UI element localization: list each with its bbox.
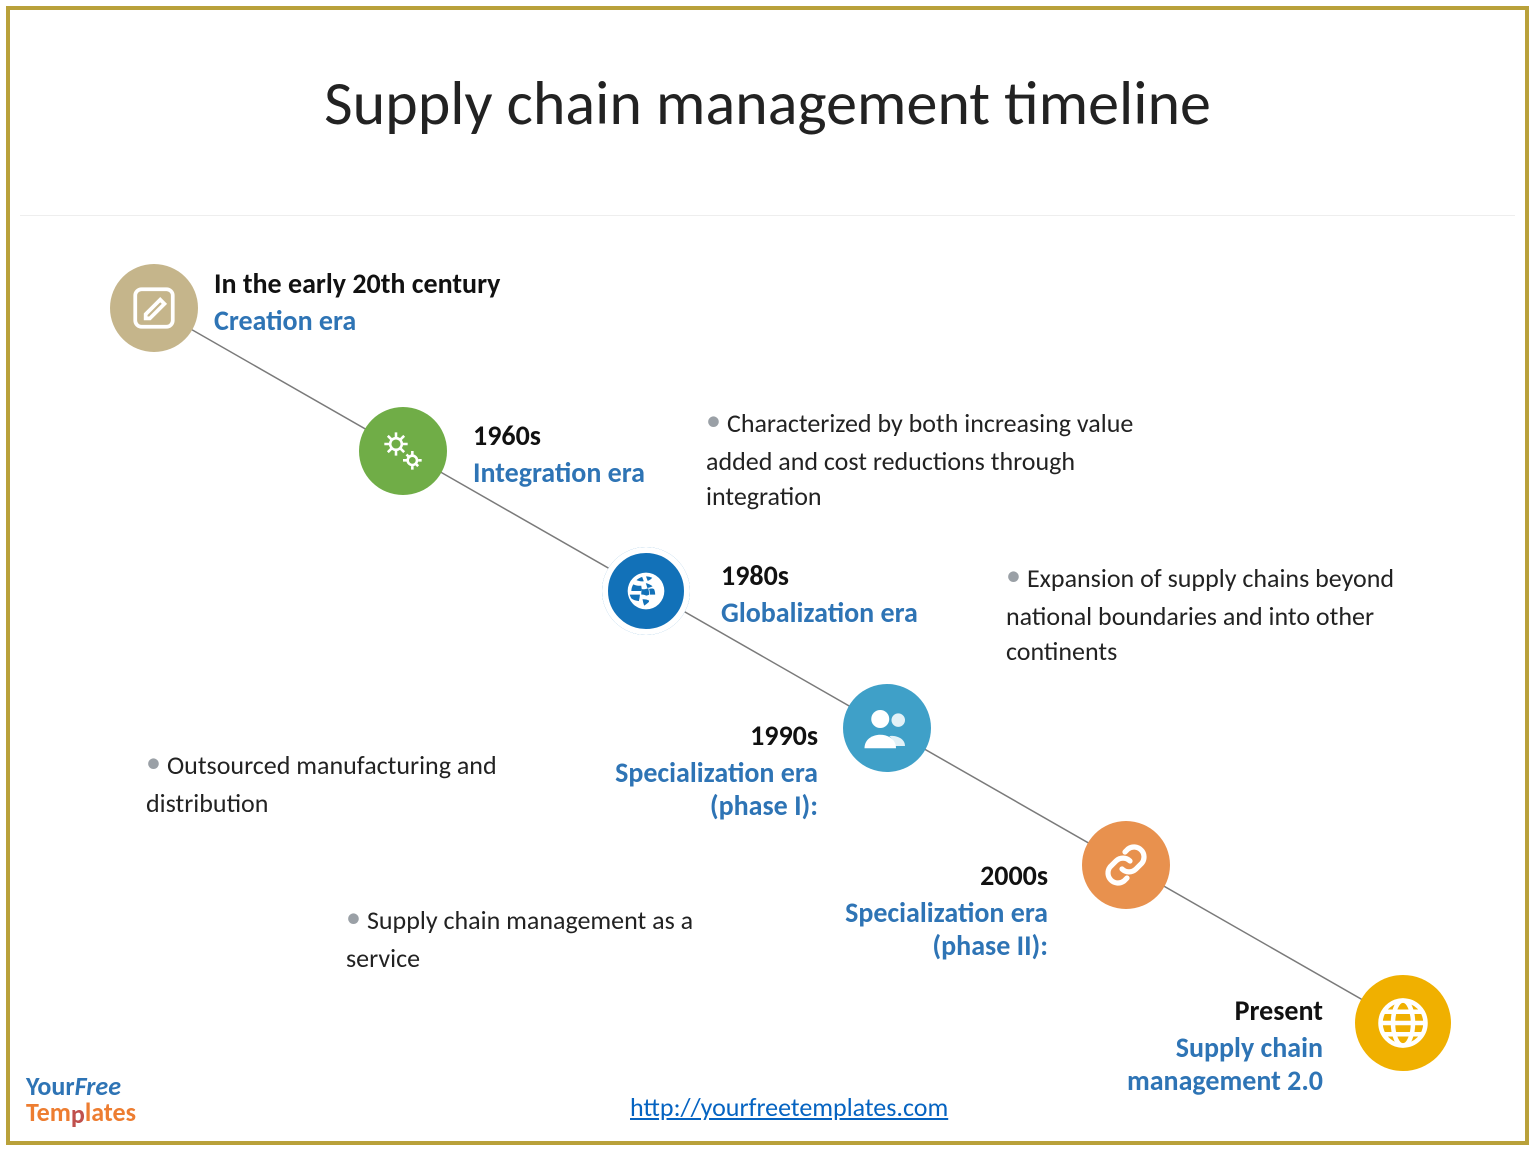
globalization-desc: •Expansion of supply chains beyond natio… [1006, 558, 1426, 669]
globe-icon-svg [624, 569, 668, 613]
chain-icon [1082, 821, 1170, 909]
logo: YourFree Templates [26, 1073, 136, 1125]
integration-era: Integration era [473, 456, 645, 489]
page-title: Supply chain management timeline [10, 65, 1525, 141]
bullet-icon: • [146, 744, 161, 781]
gears-icon [359, 407, 447, 495]
globe-icon [602, 547, 690, 635]
grid-globe-icon-svg [1373, 993, 1433, 1053]
header-separator [20, 215, 1515, 216]
globalization-date: 1980s [721, 560, 789, 592]
spec2-desc: •Supply chain management as a service [346, 900, 766, 976]
pencil-icon-svg [129, 283, 179, 333]
spec2-era: Specialization era (phase II): [768, 896, 1048, 962]
source-link[interactable]: http://yourfreetemplates.com [630, 1091, 948, 1123]
logo-lates: lates [85, 1096, 136, 1128]
creation-era: Creation era [214, 304, 356, 337]
integration-desc-text: Characterized by both increasing value a… [706, 407, 1133, 512]
people-icon [843, 684, 931, 772]
slide: Supply chain management timeline In the … [10, 10, 1525, 1141]
logo-p-icon: p [71, 1098, 85, 1130]
scm20-date: Present [1063, 995, 1323, 1027]
spec2-date: 2000s [768, 860, 1048, 892]
globalization-era: Globalization era [721, 596, 918, 629]
creation-date: In the early 20th century [214, 268, 500, 300]
spec1-era: Specialization era (phase I): [538, 756, 818, 822]
pencil-icon [110, 264, 198, 352]
chain-icon-svg [1102, 841, 1150, 889]
spec2-desc-text: Supply chain management as a service [346, 904, 693, 974]
spec1-desc: •Outsourced manufacturing and distributi… [146, 745, 506, 821]
bullet-icon: • [706, 402, 721, 439]
spec1-date: 1990s [538, 720, 818, 752]
grid-globe-icon [1355, 975, 1451, 1071]
globalization-desc-text: Expansion of supply chains beyond nation… [1006, 562, 1394, 667]
integration-date: 1960s [473, 420, 541, 452]
scm20-era: Supply chain management 2.0 [1063, 1031, 1323, 1097]
gears-icon-svg [375, 423, 431, 479]
bullet-icon: • [346, 899, 361, 936]
people-icon-svg [860, 701, 914, 755]
integration-desc: •Characterized by both increasing value … [706, 403, 1166, 514]
spec1-desc-text: Outsourced manufacturing and distributio… [146, 749, 497, 819]
logo-tem: Tem [26, 1096, 71, 1128]
bullet-icon: • [1006, 557, 1021, 594]
